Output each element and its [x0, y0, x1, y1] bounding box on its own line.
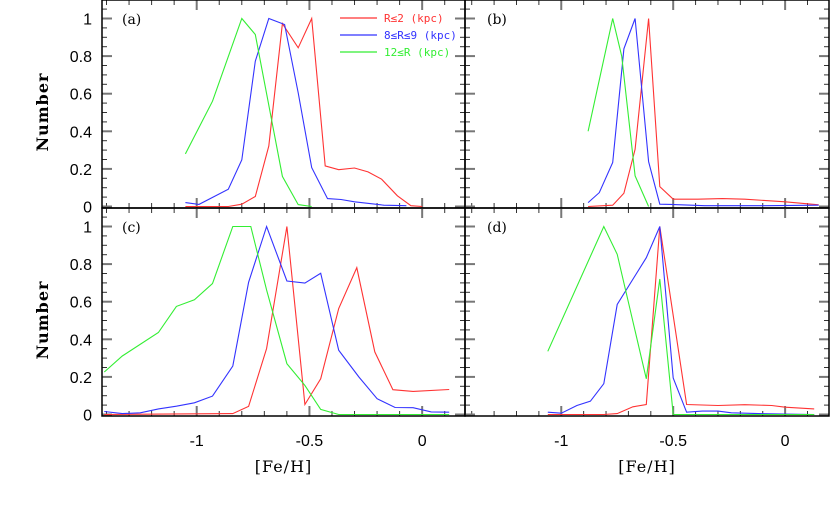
- series-line-red: [185, 16, 423, 208]
- series-line-red: [547, 226, 815, 416]
- series-line-blue: [185, 17, 407, 207]
- y-tick-label: 0: [83, 200, 92, 217]
- legend-label: 8≤R≤9 (kpc): [384, 29, 457, 42]
- x-tick-label: -1: [190, 433, 204, 450]
- x-axis-title: [Fe/H]: [255, 457, 313, 476]
- panel-label: (a): [122, 12, 141, 28]
- x-tick-label: 0: [418, 433, 427, 450]
- y-tick-label: 1: [83, 220, 92, 237]
- panel-label: (b): [487, 12, 507, 28]
- x-tick-label: -0.5: [659, 433, 687, 450]
- x-axis-title: [Fe/H]: [618, 457, 676, 476]
- panel-frame: [464, 207, 830, 417]
- series-line-blue: [547, 226, 815, 416]
- y-tick-label: 0.6: [70, 295, 92, 312]
- y-axis-title: Number: [33, 281, 52, 360]
- panel-label: (c): [122, 220, 141, 236]
- series-line-blue: [104, 224, 450, 415]
- series-line-green: [103, 225, 450, 416]
- y-tick-label: 0.4: [70, 124, 92, 141]
- y-tick-label: 0: [83, 408, 92, 425]
- series-line-red: [104, 226, 450, 416]
- legend-label: 12≤R (kpc): [384, 46, 450, 59]
- y-tick-label: 0.6: [70, 87, 92, 104]
- y-tick-label: 0.2: [70, 162, 92, 179]
- y-axis-title: Number: [33, 73, 52, 152]
- series-line-green: [184, 17, 312, 208]
- series-line-green: [547, 225, 815, 416]
- series-line-blue: [587, 18, 819, 207]
- y-tick-label: 1: [83, 12, 92, 29]
- y-tick-label: 0.8: [70, 257, 92, 274]
- y-tick-label: 0.8: [70, 49, 92, 66]
- panel-label: (d): [487, 220, 507, 236]
- series-line-red: [588, 18, 819, 208]
- legend-label: R≤2 (kpc): [384, 12, 444, 25]
- series-line-green: [587, 18, 650, 207]
- panel-frame: [101, 207, 466, 417]
- y-tick-label: 0.2: [70, 370, 92, 387]
- y-tick-label: 0.4: [70, 332, 92, 349]
- x-tick-label: -1: [554, 433, 568, 450]
- x-tick-label: 0: [781, 433, 790, 450]
- x-tick-label: -0.5: [296, 433, 324, 450]
